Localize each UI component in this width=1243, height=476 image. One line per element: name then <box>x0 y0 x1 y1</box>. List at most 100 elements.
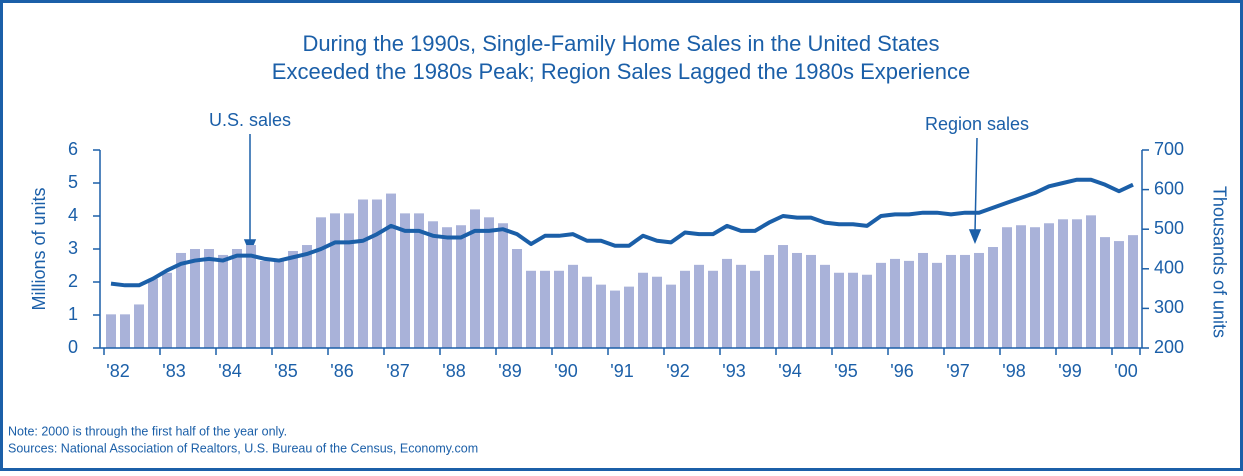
x-tick-label: '88 <box>442 361 465 381</box>
bar <box>834 272 844 348</box>
y-tick-label: 3 <box>68 238 78 258</box>
bar <box>106 314 116 348</box>
bar <box>1044 223 1054 348</box>
bar <box>358 199 368 348</box>
x-tick-label: '94 <box>778 361 801 381</box>
bar <box>862 274 872 348</box>
y2-tick-label: 400 <box>1154 258 1184 278</box>
x-tick-label: '98 <box>1002 361 1025 381</box>
x-tick-label: '97 <box>946 361 969 381</box>
y2-tick-label: 500 <box>1154 218 1184 238</box>
bar <box>918 252 928 348</box>
bar <box>274 258 284 348</box>
x-tick-label: '96 <box>890 361 913 381</box>
y-tick-label: 2 <box>68 271 78 291</box>
x-tick-label: '00 <box>1114 361 1137 381</box>
bar <box>176 252 186 348</box>
x-tick-label: '91 <box>610 361 633 381</box>
y-tick-label: 6 <box>68 139 78 159</box>
bar <box>750 270 760 348</box>
x-tick-label: '86 <box>330 361 353 381</box>
bar <box>890 258 900 348</box>
bar <box>820 264 830 348</box>
bar <box>120 314 130 348</box>
y2-tick-label: 700 <box>1154 139 1184 159</box>
y-tick-label: 4 <box>68 205 78 225</box>
bar <box>960 254 970 348</box>
y2-axis-label: Thousands of units <box>1209 186 1229 338</box>
bar <box>568 264 578 348</box>
bar <box>778 245 788 348</box>
y-tick-label: 1 <box>68 304 78 324</box>
x-tick-label: '90 <box>554 361 577 381</box>
bar <box>1072 219 1082 348</box>
bar <box>316 217 326 348</box>
y2-tick-label: 300 <box>1154 297 1184 317</box>
bar <box>484 217 494 348</box>
bar <box>344 213 354 348</box>
bar <box>554 270 564 348</box>
bar <box>288 250 298 348</box>
chart-title: Exceeded the 1980s Peak; Region Sales La… <box>272 59 970 84</box>
y-tick-label: 0 <box>68 337 78 357</box>
bar <box>428 221 438 348</box>
bar <box>792 252 802 348</box>
bar <box>1016 225 1026 348</box>
bar <box>610 290 620 348</box>
arrow <box>974 137 978 233</box>
bar <box>904 260 914 348</box>
x-tick-label: '82 <box>106 361 129 381</box>
arrows <box>243 134 982 254</box>
bar <box>582 276 592 348</box>
line <box>110 177 1134 288</box>
bar <box>694 264 704 348</box>
annotation: U.S. sales <box>209 110 291 130</box>
bar <box>246 245 256 348</box>
annotation: Region sales <box>925 114 1029 134</box>
bar <box>680 270 690 348</box>
arrow-head <box>968 229 982 244</box>
x-tick-label: '85 <box>274 361 297 381</box>
x-tick-label: '92 <box>666 361 689 381</box>
bar <box>456 225 466 348</box>
x-tick-label: '83 <box>162 361 185 381</box>
bar <box>1030 227 1040 348</box>
note: Sources: National Association of Realtor… <box>8 441 478 455</box>
bar <box>218 254 228 348</box>
x-tick-label: '95 <box>834 361 857 381</box>
x-tick-label: '87 <box>386 361 409 381</box>
bar <box>148 278 158 348</box>
y2-tick-label: 600 <box>1154 178 1184 198</box>
bar <box>526 270 536 348</box>
bar <box>666 284 676 348</box>
bar <box>876 262 886 348</box>
bar <box>946 254 956 348</box>
chart-title: During the 1990s, Single-Family Home Sal… <box>302 31 939 56</box>
bar <box>736 264 746 348</box>
note: Note: 2000 is through the first half of … <box>8 424 287 438</box>
bar <box>470 209 480 348</box>
bar <box>372 199 382 348</box>
bar <box>498 223 508 348</box>
bar <box>302 245 312 348</box>
x-tick-label: '89 <box>498 361 521 381</box>
bar <box>974 252 984 348</box>
bar <box>806 254 816 348</box>
bar <box>1002 227 1012 348</box>
bar <box>652 276 662 348</box>
bar <box>1114 241 1124 348</box>
bar <box>722 258 732 348</box>
y2-tick-label: 200 <box>1154 337 1184 357</box>
bar <box>260 260 270 348</box>
bar <box>764 254 774 348</box>
x-tick-label: '93 <box>722 361 745 381</box>
bar <box>162 272 172 348</box>
bar <box>442 227 452 348</box>
bar <box>1128 235 1138 348</box>
bar <box>848 272 858 348</box>
bar <box>512 249 522 348</box>
bar <box>540 270 550 348</box>
x-tick-label: '84 <box>218 361 241 381</box>
